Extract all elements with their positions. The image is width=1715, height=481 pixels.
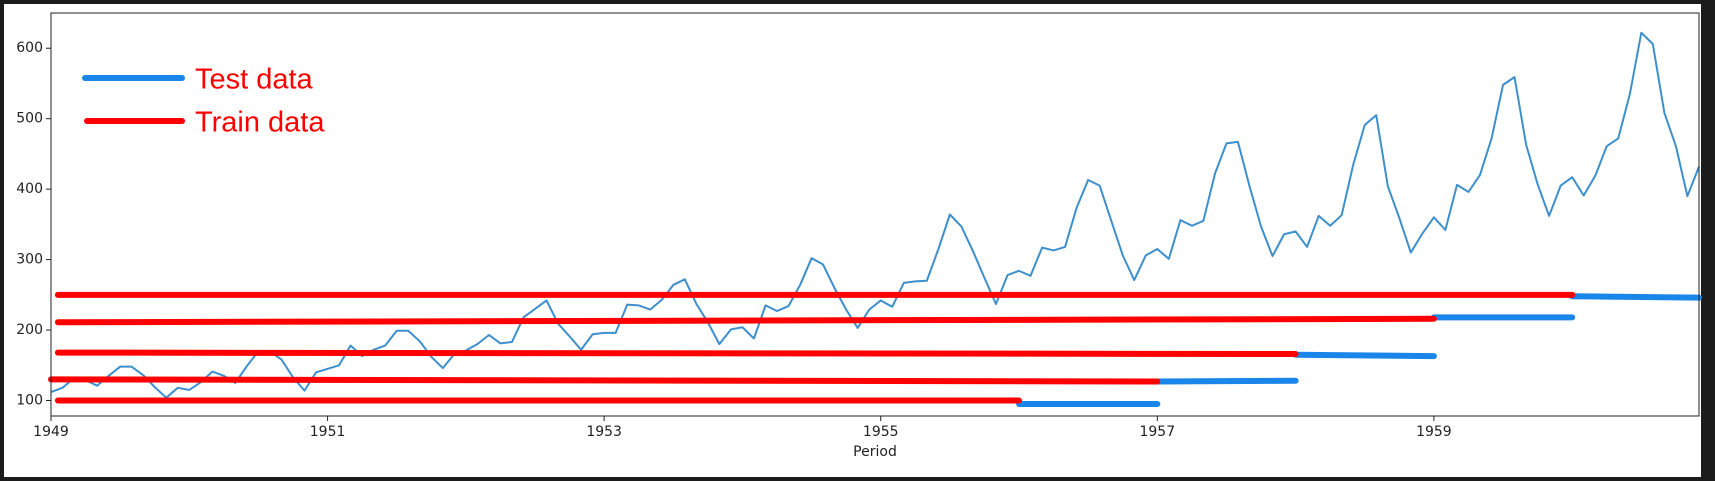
y-tick-label: 600 <box>16 40 43 56</box>
split-segment <box>54 315 1437 326</box>
y-tick-label: 200 <box>16 322 43 338</box>
x-tick-label: 1959 <box>1416 424 1452 440</box>
y-tick-label: 400 <box>16 181 43 197</box>
x-tick-label: 1955 <box>863 424 899 440</box>
x-tick-label: 1957 <box>1139 424 1175 440</box>
legend-label: Train data <box>195 107 325 139</box>
plot-frame <box>50 12 1700 417</box>
split-segment <box>1154 377 1299 385</box>
x-axis-label: Period <box>853 444 897 460</box>
x-tick-label: 1953 <box>586 424 622 440</box>
split-segment <box>1292 351 1437 360</box>
split-segment <box>48 376 1161 385</box>
y-tick-label: 500 <box>16 111 43 127</box>
x-tick-label: 1951 <box>310 424 346 440</box>
legend-label: Test data <box>195 64 314 96</box>
split-segment <box>1569 293 1702 301</box>
split-segment <box>54 349 1299 357</box>
x-tick-label: 1949 <box>33 424 69 440</box>
y-tick-label: 100 <box>16 393 43 409</box>
data-line <box>50 31 1700 399</box>
y-tick-label: 300 <box>16 252 43 268</box>
